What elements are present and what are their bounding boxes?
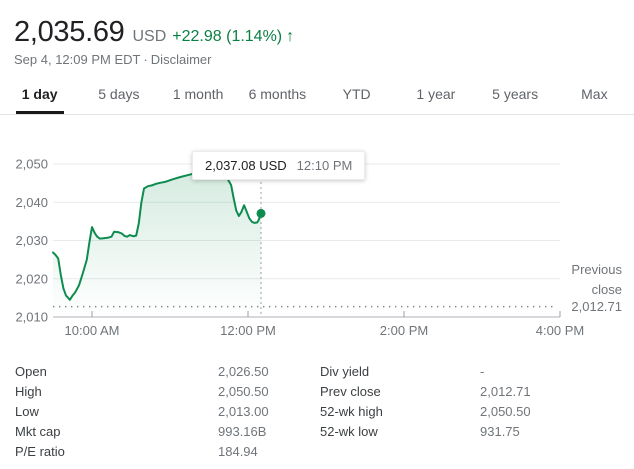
stat-row-prev-close: Prev close 2,012.71 — [320, 381, 619, 401]
stat-row-52-wk-low: 52-wk low 931.75 — [320, 421, 619, 441]
price-chart[interactable]: 2,010 2,020 2,030 2,040 2,050 Previous close 2,… — [0, 115, 634, 349]
stat-value: 931.75 — [480, 423, 520, 439]
stat-value: - — [480, 363, 485, 379]
current-point-dot — [256, 208, 266, 218]
tab-label: 5 years — [492, 86, 539, 102]
y-axis-label: 2,020 — [15, 271, 48, 286]
tab-5-days[interactable]: 5 days — [79, 77, 158, 114]
x-axis-label: 10:00 AM — [65, 323, 120, 338]
stat-row-div-yield: Div yield - — [320, 361, 619, 381]
quote-timestamp: Sep 4, 12:09 PM EDT — [14, 52, 141, 67]
stat-row-mkt-cap: Mkt cap 993.16B — [15, 421, 320, 441]
tab-5-years[interactable]: 5 years — [476, 77, 555, 114]
stat-row-high: High 2,050.50 — [15, 381, 320, 401]
quote-timestamp-row: Sep 4, 12:09 PM EDT · Disclaimer — [14, 52, 620, 67]
stats-column-left: Open 2,026.50 High 2,050.50 Low 2,013.00 Mkt c… — [15, 361, 320, 461]
stat-row-low: Low 2,013.00 — [15, 401, 320, 421]
stat-value: 2,013.00 — [218, 403, 269, 419]
tab-label: 1 month — [172, 86, 224, 102]
chart-tooltip: 2,037.08 USD 12:10 PM — [192, 151, 366, 180]
arrow-up-icon: ↑ — [286, 28, 295, 45]
y-axis-label: 2,010 — [15, 310, 48, 325]
tab-1-year[interactable]: 1 year — [396, 77, 475, 114]
y-axis-label: 2,030 — [15, 233, 48, 248]
stats-column-right: Div yield - Prev close 2,012.71 52-wk high 2,… — [320, 361, 619, 461]
tab-ytd[interactable]: YTD — [317, 77, 396, 114]
stat-row-p-e-ratio: P/E ratio 184.94 — [15, 441, 320, 461]
x-axis-label: 2:00 PM — [380, 323, 428, 338]
stat-value: 2,050.50 — [218, 383, 269, 399]
x-axis-label: 12:00 PM — [220, 323, 276, 338]
stat-value: 2,026.50 — [218, 363, 269, 379]
tab-label: 1 year — [416, 86, 456, 102]
stat-value: 184.94 — [218, 443, 258, 459]
currency-code: USD — [132, 28, 167, 45]
tab-label: Max — [581, 86, 608, 102]
tab-label: 1 day — [15, 77, 64, 114]
stat-label: P/E ratio — [15, 443, 65, 459]
tab-label: YTD — [342, 86, 371, 102]
price-row: 2,035.69 USD +22.98 (1.14%) ↑ — [14, 16, 620, 49]
separator-dot: · — [143, 52, 148, 67]
tooltip-time: 12:10 PM — [296, 158, 353, 173]
stat-label: Mkt cap — [15, 423, 61, 439]
key-stats: Open 2,026.50 High 2,050.50 Low 2,013.00 Mkt c… — [0, 349, 634, 461]
tab-1-day[interactable]: 1 day — [0, 77, 79, 114]
stat-label: Low — [15, 403, 39, 419]
tooltip-price: 2,037.08 USD — [205, 158, 287, 173]
stat-label: Div yield — [320, 363, 370, 379]
previous-close-label-line2: close — [592, 282, 622, 297]
stat-label: Open — [15, 363, 47, 379]
stat-row-open: Open 2,026.50 — [15, 361, 320, 381]
tab-label: 5 days — [98, 86, 140, 102]
quote-header: 2,035.69 USD +22.98 (1.14%) ↑ Sep 4, 12:… — [0, 0, 634, 67]
stat-row-52-wk-high: 52-wk high 2,050.50 — [320, 401, 619, 421]
tab-label: 6 months — [248, 86, 307, 102]
stat-label: 52-wk high — [320, 403, 383, 419]
time-range-tabs: 1 day 5 days 1 month 6 months YTD 1 year 5 yea… — [0, 77, 634, 115]
previous-close-value: 2,012.71 — [571, 299, 622, 314]
stat-label: 52-wk low — [320, 423, 378, 439]
stat-value: 2,050.50 — [480, 403, 531, 419]
tab-max[interactable]: Max — [555, 77, 634, 114]
stat-value: 2,012.71 — [480, 383, 531, 399]
x-axis-label: 4:00 PM — [536, 323, 584, 338]
price-chart-svg[interactable]: 2,010 2,020 2,030 2,040 2,050 Previous close 2,… — [0, 115, 634, 349]
price-line — [52, 169, 262, 301]
previous-close-label-line1: Previous — [571, 262, 622, 277]
tab-6-months[interactable]: 6 months — [238, 77, 317, 114]
y-axis-label: 2,050 — [15, 157, 48, 172]
price-change: +22.98 (1.14%) — [172, 28, 283, 45]
disclaimer-link[interactable]: Disclaimer — [150, 52, 212, 67]
stat-value: 993.16B — [218, 423, 267, 439]
y-axis-label: 2,040 — [15, 195, 48, 210]
stat-label: Prev close — [320, 383, 381, 399]
chart-area-fill — [53, 170, 261, 317]
stat-label: High — [15, 383, 42, 399]
current-price: 2,035.69 — [14, 16, 125, 48]
tab-1-month[interactable]: 1 month — [159, 77, 238, 114]
